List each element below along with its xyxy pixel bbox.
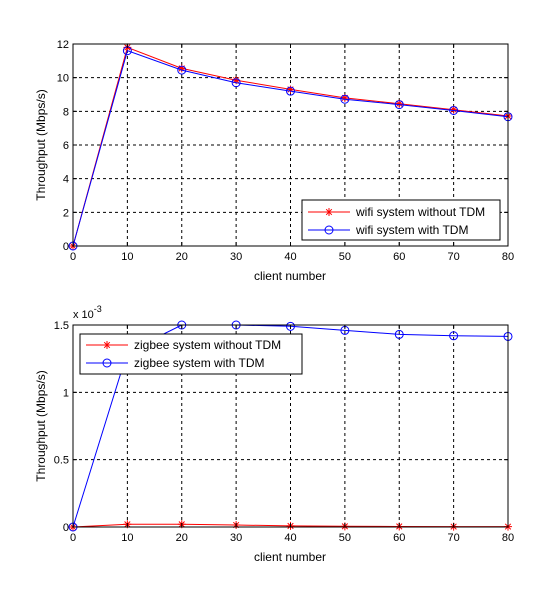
bot-xtick-label-0: 0 bbox=[70, 532, 76, 544]
bottom-legend-box bbox=[79, 333, 303, 375]
bot-xtick-label-7: 70 bbox=[448, 532, 460, 544]
top-series-1-point-3 bbox=[231, 78, 241, 88]
top-y-axis-label: Throughput (Mbps/s) bbox=[34, 89, 48, 200]
top-xtick-label-4: 40 bbox=[284, 251, 296, 263]
top-legend-marker-1 bbox=[324, 225, 334, 235]
top-series-1-point-7 bbox=[449, 105, 459, 115]
top-legend-marker-shape-0 bbox=[325, 208, 333, 216]
bot-series-1-point-4 bbox=[286, 321, 295, 331]
top-series-0-point-2 bbox=[177, 64, 186, 73]
top-series-0-point-7 bbox=[449, 105, 458, 114]
bottom-exponent-base: x 10-3 bbox=[73, 304, 102, 321]
bot-ytick-label-0: 0 bbox=[63, 522, 69, 534]
bot-xtick-label-1: 10 bbox=[121, 532, 133, 544]
bot-xtick-label-4: 40 bbox=[284, 532, 296, 544]
bottom-y-axis-label: Throughput (Mbps/s) bbox=[34, 370, 48, 481]
top-ytick-label-5: 10 bbox=[57, 73, 69, 85]
top-xtick-label-0: 0 bbox=[70, 251, 76, 263]
bot-xtick-label-6: 60 bbox=[393, 532, 405, 544]
bot-ytick-label-3: 1.5 bbox=[54, 320, 69, 332]
bottom-grid bbox=[73, 325, 508, 527]
bottom-legend: zigbee system without TDM zigbee system … bbox=[79, 333, 303, 375]
top-legend-box bbox=[301, 199, 501, 241]
bot-xtick-label-3: 30 bbox=[230, 532, 242, 544]
top-series-0-point-4 bbox=[286, 85, 295, 94]
bot-legend-marker-shape-0 bbox=[103, 341, 111, 349]
bot-xtick-label-2: 20 bbox=[176, 532, 188, 544]
top-xtick-label-1: 10 bbox=[121, 251, 133, 263]
top-series-1-point-6 bbox=[394, 100, 404, 110]
top-legend-label-1: wifi system with TDM bbox=[355, 223, 468, 237]
top-legend-marker-shape-1 bbox=[324, 225, 334, 235]
top-series-0-point-5 bbox=[340, 93, 349, 102]
bottom-ticks: 0 10 20 30 40 50 60 70 80 0 0.5 1 1.5 bbox=[54, 320, 514, 544]
top-xtick-label-6: 60 bbox=[393, 251, 405, 263]
top-legend: wifi system without TDM wifi system with… bbox=[301, 199, 501, 241]
chart-bottom-throughput-zigbee: 0 10 20 30 40 50 60 70 80 0 0.5 1 1.5 x 10-3 client … bbox=[34, 304, 514, 564]
bot-series-1-point-6 bbox=[394, 329, 404, 339]
top-ytick-label-3: 6 bbox=[63, 140, 69, 152]
top-ticks: 0 10 20 30 40 50 60 70 80 0 2 4 6 8 10 12 bbox=[57, 39, 514, 263]
top-legend-marker-0 bbox=[325, 208, 333, 216]
bottom-legend-marker-1 bbox=[102, 358, 112, 368]
bot-xtick-label-5: 50 bbox=[339, 532, 351, 544]
top-ytick-label-4: 8 bbox=[63, 106, 69, 118]
top-series-1-point-4 bbox=[286, 86, 295, 96]
top-x-axis-label: client number bbox=[254, 269, 326, 283]
bot-ytick-label-1: 0.5 bbox=[54, 455, 69, 467]
chart-top-throughput-wifi: 0 10 20 30 40 50 60 70 80 0 2 4 6 8 10 12 client number… bbox=[34, 39, 514, 283]
bottom-legend-label-1: zigbee system with TDM bbox=[134, 356, 264, 370]
top-ytick-label-1: 2 bbox=[63, 207, 69, 219]
top-ytick-label-2: 4 bbox=[63, 174, 69, 186]
top-series-0-point-3 bbox=[232, 76, 241, 85]
bot-ytick-label-2: 1 bbox=[63, 387, 69, 399]
top-xtick-label-7: 70 bbox=[448, 251, 460, 263]
top-ytick-label-0: 0 bbox=[63, 241, 69, 253]
bottom-x-axis-label: client number bbox=[254, 550, 326, 564]
top-series-1-point-2 bbox=[177, 65, 187, 75]
top-xtick-label-3: 30 bbox=[230, 251, 242, 263]
top-series-1-line bbox=[72, 50, 509, 247]
top-legend-label-0: wifi system without TDM bbox=[355, 205, 485, 219]
bot-series-1-point-7 bbox=[449, 331, 459, 341]
top-series-0-point-6 bbox=[395, 99, 404, 108]
top-series-1-point-5 bbox=[340, 94, 350, 104]
top-xtick-label-2: 20 bbox=[176, 251, 188, 263]
bot-legend-marker-shape-1 bbox=[102, 358, 112, 368]
top-xtick-label-5: 50 bbox=[339, 251, 351, 263]
bottom-legend-label-0: zigbee system without TDM bbox=[134, 338, 281, 352]
bottom-exponent-base-text: x 10 bbox=[73, 309, 94, 321]
bottom-exponent-power: -3 bbox=[94, 304, 102, 314]
top-xtick-label-8: 80 bbox=[502, 251, 514, 263]
top-ytick-label-6: 12 bbox=[57, 39, 69, 51]
bot-xtick-label-8: 80 bbox=[502, 532, 514, 544]
bottom-legend-marker-0 bbox=[103, 341, 111, 349]
